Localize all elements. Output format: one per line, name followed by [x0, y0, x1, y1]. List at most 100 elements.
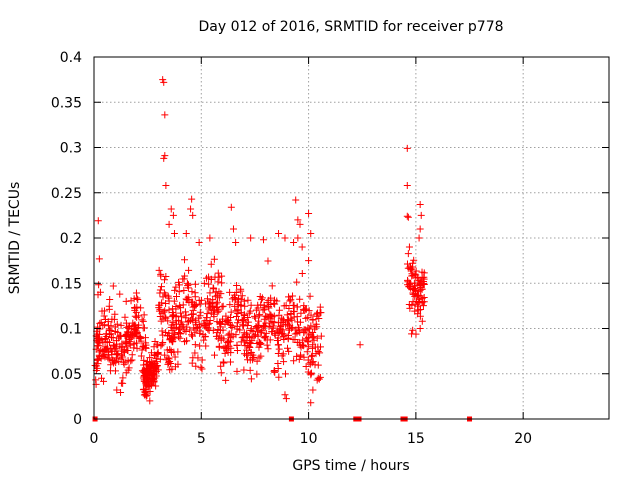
data-point	[197, 296, 205, 304]
data-point	[241, 302, 249, 310]
data-point	[316, 349, 324, 357]
data-point	[211, 307, 219, 315]
data-point	[260, 333, 268, 341]
data-point	[217, 362, 225, 370]
data-point	[411, 307, 419, 315]
data-point	[415, 299, 423, 307]
data-point	[253, 370, 261, 378]
data-point	[298, 243, 306, 251]
data-point	[162, 273, 170, 281]
y-tick-label: 0.35	[51, 95, 82, 111]
data-point	[141, 390, 149, 398]
data-point	[240, 310, 248, 318]
data-point	[269, 324, 277, 332]
data-point	[196, 327, 204, 335]
data-point	[218, 279, 226, 287]
data-point	[156, 305, 164, 313]
data-point	[275, 306, 283, 314]
data-point	[140, 371, 148, 379]
x-tick-label: 5	[197, 431, 206, 447]
data-point	[238, 292, 246, 300]
data-point	[164, 332, 172, 340]
y-tick-label: 0.3	[60, 141, 82, 157]
data-point	[286, 322, 294, 330]
data-point	[228, 322, 236, 330]
data-point	[160, 78, 168, 86]
data-point	[93, 364, 101, 372]
data-point	[187, 298, 195, 306]
data-point	[181, 338, 189, 346]
data-point	[232, 331, 240, 339]
data-point	[294, 216, 302, 224]
data-point	[221, 320, 229, 328]
data-point	[137, 352, 145, 360]
data-point	[239, 317, 247, 325]
data-point	[107, 361, 115, 369]
data-point	[178, 318, 186, 326]
chart-title: Day 012 of 2016, SRMTID for receiver p77…	[198, 19, 503, 35]
data-point	[281, 370, 289, 378]
data-point	[214, 325, 222, 333]
data-point	[188, 195, 196, 203]
data-point	[304, 333, 312, 341]
data-point	[418, 285, 426, 293]
data-point	[165, 306, 173, 314]
data-point	[109, 282, 117, 290]
data-point	[203, 295, 211, 303]
data-point	[214, 278, 222, 286]
data-point	[125, 335, 133, 343]
data-point	[226, 288, 234, 296]
data-point	[94, 356, 102, 364]
data-point	[285, 304, 293, 312]
data-point	[161, 351, 169, 359]
data-point	[253, 340, 261, 348]
data-point	[290, 357, 298, 365]
data-point	[404, 250, 412, 258]
data-point	[240, 322, 248, 330]
data-point	[119, 374, 127, 382]
data-point	[200, 319, 208, 327]
data-point	[124, 346, 132, 354]
data-point	[158, 340, 166, 348]
data-point	[189, 310, 197, 318]
data-point	[182, 311, 190, 319]
data-point	[101, 321, 109, 329]
data-point	[255, 321, 263, 329]
data-point	[247, 301, 255, 309]
data-point	[315, 314, 323, 322]
data-point	[202, 342, 210, 350]
data-point	[414, 287, 422, 295]
data-point	[122, 331, 130, 339]
data-point	[157, 317, 165, 325]
data-point	[156, 289, 164, 297]
y-tick-label: 0	[73, 412, 82, 428]
data-point	[197, 363, 205, 371]
data-point	[304, 343, 312, 351]
data-point	[167, 205, 175, 213]
data-point	[308, 351, 316, 359]
data-point	[94, 335, 102, 343]
data-point	[284, 344, 291, 352]
data-point	[285, 293, 293, 301]
data-point	[207, 275, 215, 283]
data-point	[152, 382, 160, 390]
data-point	[98, 307, 106, 315]
data-point	[141, 334, 149, 342]
data-point	[416, 225, 424, 233]
data-point	[262, 332, 270, 340]
data-point	[418, 317, 426, 325]
data-point	[244, 318, 252, 326]
data-point	[168, 365, 176, 373]
data-point	[116, 290, 124, 298]
data-point	[271, 368, 279, 376]
data-point	[307, 370, 315, 378]
data-point	[309, 358, 317, 366]
data-point	[169, 211, 177, 219]
data-point	[161, 276, 169, 284]
data-point	[263, 299, 271, 307]
data-point	[226, 358, 234, 366]
data-point	[291, 330, 299, 338]
data-point	[140, 361, 148, 369]
data-point	[140, 311, 148, 319]
data-point	[233, 342, 241, 350]
